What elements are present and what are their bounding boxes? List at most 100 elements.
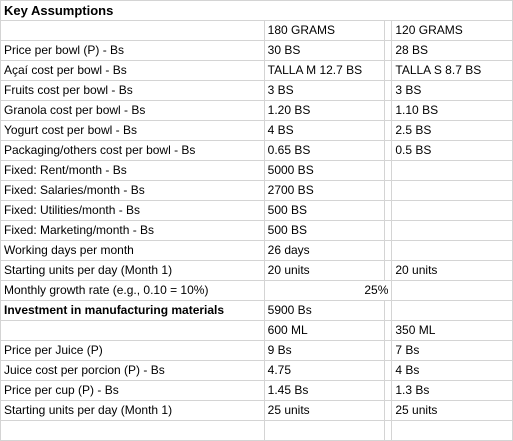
row-label[interactable]: Fruits cost per bowl - Bs bbox=[0, 80, 265, 101]
table-row: Fixed: Salaries/month - Bs 2700 BS bbox=[0, 180, 513, 201]
cell-gap[interactable] bbox=[384, 240, 393, 261]
header-row: 180 GRAMS 120 GRAMS bbox=[0, 20, 513, 41]
row-label[interactable]: Fixed: Salaries/month - Bs bbox=[0, 180, 265, 201]
table-row: Starting units per day (Month 1) 20 unit… bbox=[0, 260, 513, 281]
value-120g[interactable] bbox=[391, 220, 513, 241]
table-row: Juice cost per porcion (P) - Bs 4.75 4 B… bbox=[0, 360, 513, 381]
value-180g[interactable]: 500 BS bbox=[263, 200, 386, 221]
table-row: Packaging/others cost per bowl - Bs 0.65… bbox=[0, 140, 513, 161]
value-180g[interactable]: 0.65 BS bbox=[263, 140, 386, 161]
value-180g[interactable]: 25 units bbox=[263, 400, 386, 421]
cell-gap[interactable] bbox=[384, 380, 393, 401]
sheet-title[interactable]: Key Assumptions bbox=[0, 0, 513, 21]
row-label[interactable]: Price per bowl (P) - Bs bbox=[0, 40, 265, 61]
value-180g[interactable]: 9 Bs bbox=[263, 340, 386, 361]
value-120g[interactable]: 2.5 BS bbox=[391, 120, 513, 141]
row-label[interactable]: Starting units per day (Month 1) bbox=[0, 260, 265, 281]
column-header-120g[interactable]: 120 GRAMS bbox=[391, 20, 513, 41]
row-label[interactable]: Açaí cost per bowl - Bs bbox=[0, 60, 265, 81]
row-label[interactable]: Fixed: Utilities/month - Bs bbox=[0, 200, 265, 221]
cell-gap[interactable] bbox=[384, 40, 393, 61]
value-120g[interactable]: 4 Bs bbox=[391, 360, 513, 381]
value-180g[interactable]: 30 BS bbox=[263, 40, 386, 61]
cell-gap[interactable] bbox=[384, 260, 393, 281]
row-label[interactable]: Packaging/others cost per bowl - Bs bbox=[0, 140, 265, 161]
cell-gap[interactable] bbox=[384, 120, 393, 141]
cell-gap[interactable] bbox=[384, 220, 393, 241]
value-180g[interactable]: 5000 BS bbox=[263, 160, 386, 181]
table-row: Price per cup (P) - Bs 1.45 Bs 1.3 Bs bbox=[0, 380, 513, 401]
value-120g[interactable] bbox=[391, 280, 513, 301]
value-180g[interactable]: 20 units bbox=[263, 260, 386, 281]
table-row: Working days per month 26 days bbox=[0, 240, 513, 261]
cell-gap[interactable] bbox=[384, 300, 393, 321]
title-row: Key Assumptions bbox=[0, 0, 513, 21]
row-label[interactable]: Monthly growth rate (e.g., 0.10 = 10%) bbox=[0, 280, 265, 301]
value-120g[interactable]: 0.5 BS bbox=[391, 140, 513, 161]
value-180g[interactable]: 4 BS bbox=[263, 120, 386, 141]
table-row: Yogurt cost per bowl - Bs 4 BS 2.5 BS bbox=[0, 120, 513, 141]
cell-gap[interactable] bbox=[384, 180, 393, 201]
value-120g[interactable] bbox=[391, 200, 513, 221]
value-180g[interactable]: 600 ML bbox=[263, 320, 386, 341]
table-row: 600 ML 350 ML bbox=[0, 320, 513, 341]
value-180g[interactable]: 5900 Bs bbox=[263, 300, 386, 321]
row-label[interactable]: Price per Juice (P) bbox=[0, 340, 265, 361]
value-180g[interactable]: 3 BS bbox=[263, 80, 386, 101]
value-120g[interactable] bbox=[391, 180, 513, 201]
row-label[interactable]: Starting units per day (Month 1) bbox=[0, 400, 265, 421]
value-120g[interactable] bbox=[391, 300, 513, 321]
value-120g[interactable]: 350 ML bbox=[391, 320, 513, 341]
cell-gap[interactable] bbox=[384, 360, 393, 381]
value-120g[interactable]: 28 BS bbox=[391, 40, 513, 61]
value-120g[interactable]: 1.3 Bs bbox=[391, 380, 513, 401]
value-180g[interactable]: 2700 BS bbox=[263, 180, 386, 201]
value-120g[interactable] bbox=[391, 160, 513, 181]
row-label[interactable] bbox=[0, 320, 265, 341]
growth-rate-value[interactable]: 25% bbox=[263, 280, 393, 301]
table-row: Monthly growth rate (e.g., 0.10 = 10%) 2… bbox=[0, 280, 513, 301]
cell-gap[interactable] bbox=[384, 100, 393, 121]
value-120g[interactable]: 7 Bs bbox=[391, 340, 513, 361]
value-180g[interactable]: 26 days bbox=[263, 240, 386, 261]
row-label[interactable]: Juice cost per porcion (P) - Bs bbox=[0, 360, 265, 381]
cell-label-header[interactable] bbox=[0, 20, 265, 41]
column-header-180g[interactable]: 180 GRAMS bbox=[263, 20, 386, 41]
value-120g[interactable]: TALLA S 8.7 BS bbox=[391, 60, 513, 81]
cell-gap[interactable] bbox=[384, 140, 393, 161]
cell-gap[interactable] bbox=[384, 320, 393, 341]
row-label[interactable]: Granola cost per bowl - Bs bbox=[0, 100, 265, 121]
table-row: Fixed: Marketing/month - Bs 500 BS bbox=[0, 220, 513, 241]
row-label[interactable]: Investment in manufacturing materials bbox=[0, 300, 265, 321]
cell-gap[interactable] bbox=[384, 400, 393, 421]
value-120g[interactable]: 25 units bbox=[391, 400, 513, 421]
row-label[interactable]: Price per cup (P) - Bs bbox=[0, 380, 265, 401]
value-180g[interactable]: 1.20 BS bbox=[263, 100, 386, 121]
table-row: Granola cost per bowl - Bs 1.20 BS 1.10 … bbox=[0, 100, 513, 121]
row-label[interactable]: Fixed: Marketing/month - Bs bbox=[0, 220, 265, 241]
value-180g[interactable]: 500 BS bbox=[263, 220, 386, 241]
cell-gap[interactable] bbox=[384, 20, 393, 41]
value-120g[interactable]: 3 BS bbox=[391, 80, 513, 101]
value-120g[interactable]: 20 units bbox=[391, 260, 513, 281]
value-120g[interactable]: 1.10 BS bbox=[391, 100, 513, 121]
table-row: Fixed: Utilities/month - Bs 500 BS bbox=[0, 200, 513, 221]
row-label[interactable]: Working days per month bbox=[0, 240, 265, 261]
cell-gap[interactable] bbox=[384, 60, 393, 81]
cell-gap[interactable] bbox=[384, 160, 393, 181]
value-180g[interactable]: 1.45 Bs bbox=[263, 380, 386, 401]
value-120g[interactable] bbox=[391, 240, 513, 261]
value-180g[interactable]: TALLA M 12.7 BS bbox=[263, 60, 386, 81]
row-label[interactable]: Yogurt cost per bowl - Bs bbox=[0, 120, 265, 141]
table-row: Price per Juice (P) 9 Bs 7 Bs bbox=[0, 340, 513, 361]
table-row: Price per bowl (P) - Bs 30 BS 28 BS bbox=[0, 40, 513, 61]
row-label[interactable]: Fixed: Rent/month - Bs bbox=[0, 160, 265, 181]
table-row: Investment in manufacturing materials 59… bbox=[0, 300, 513, 321]
cell-gap[interactable] bbox=[384, 80, 393, 101]
value-180g[interactable]: 4.75 bbox=[263, 360, 386, 381]
table-row: Açaí cost per bowl - Bs TALLA M 12.7 BS … bbox=[0, 60, 513, 81]
cell-gap[interactable] bbox=[384, 200, 393, 221]
table-row: Fruits cost per bowl - Bs 3 BS 3 BS bbox=[0, 80, 513, 101]
cell-gap[interactable] bbox=[384, 340, 393, 361]
